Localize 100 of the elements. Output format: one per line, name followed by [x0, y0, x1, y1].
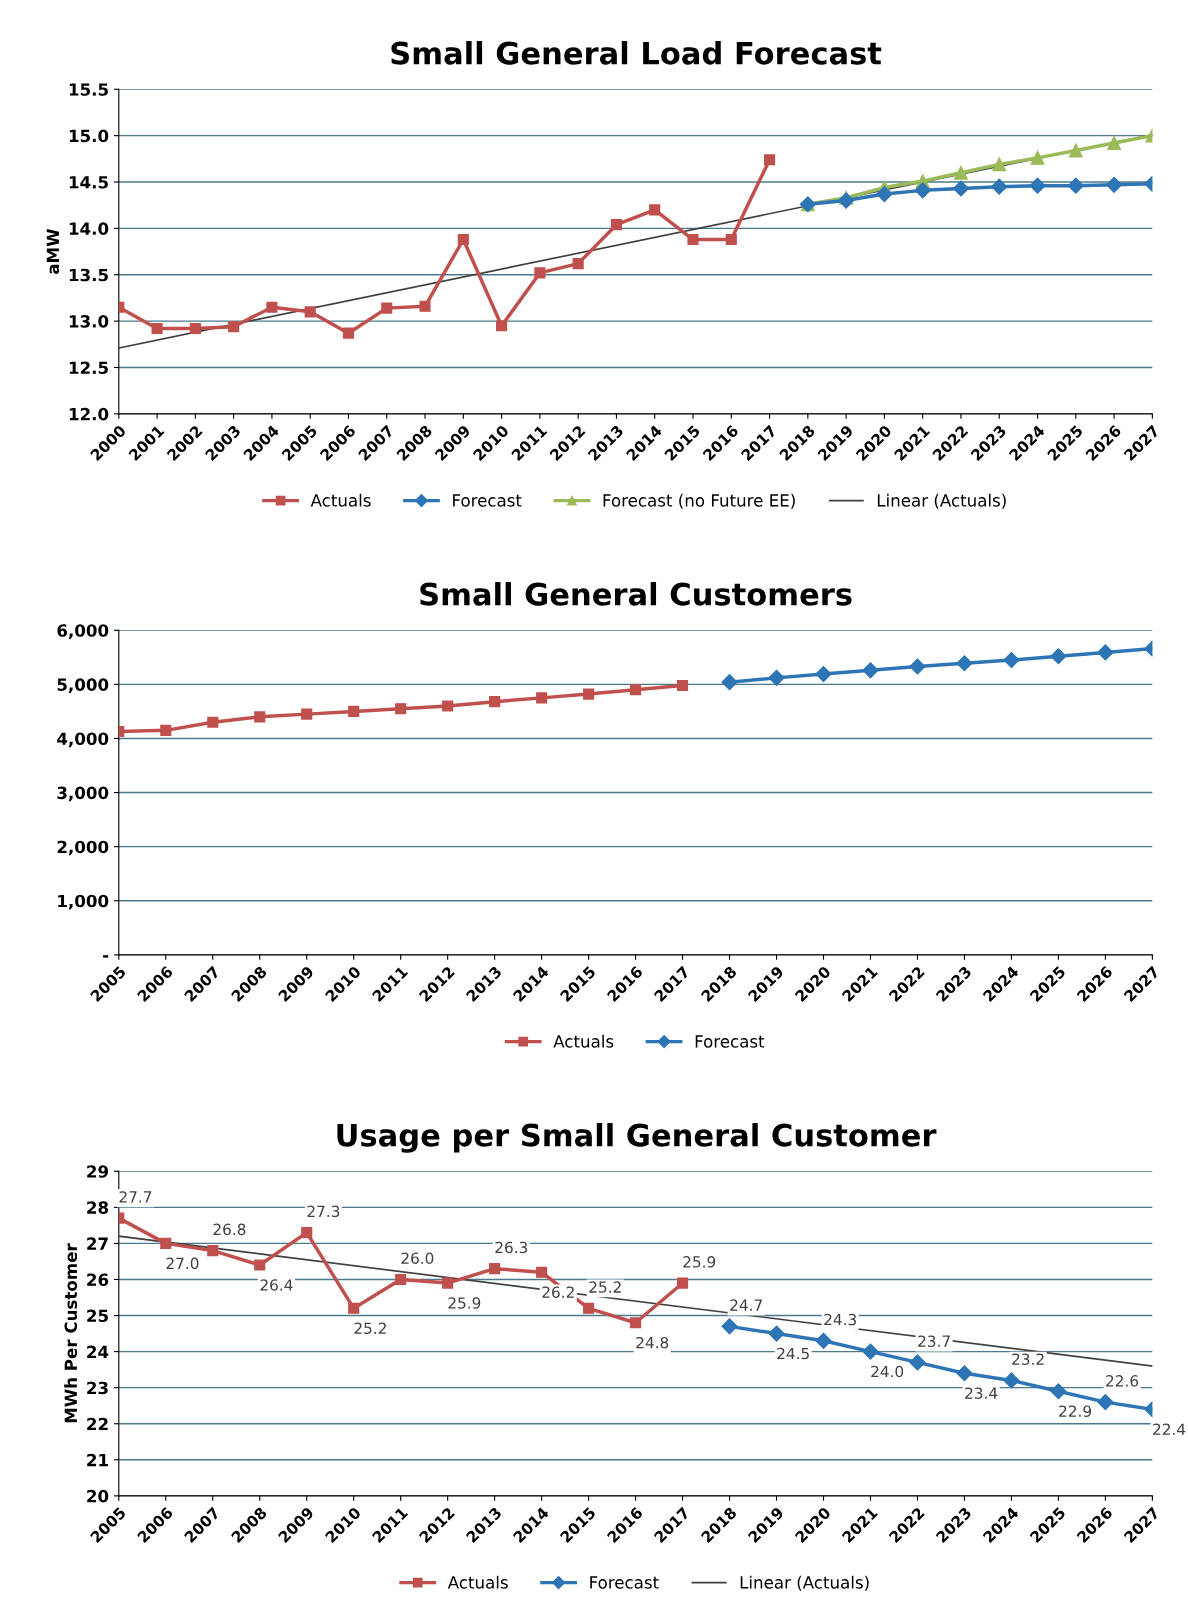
point — [442, 700, 454, 712]
point — [228, 321, 240, 333]
y-tick-label: 5,000 — [57, 678, 109, 694]
point — [583, 1302, 595, 1314]
legend-label: Forecast (no Future EE) — [603, 493, 795, 509]
y-tick-label: 22 — [87, 1417, 108, 1431]
y-tick-label: 15.5 — [69, 83, 108, 96]
point — [151, 322, 163, 335]
data-label: 24.0 — [871, 1365, 904, 1378]
data-label: 26.3 — [495, 1241, 528, 1254]
data-label: 26.0 — [401, 1252, 434, 1264]
data-label: 27.0 — [166, 1257, 199, 1270]
legend-label: Linear (Actuals) — [877, 493, 1006, 509]
point — [1067, 177, 1084, 194]
point — [952, 180, 970, 197]
point — [956, 655, 973, 672]
point — [721, 1318, 738, 1335]
point — [862, 1343, 879, 1360]
point — [442, 1277, 454, 1289]
point — [534, 267, 546, 279]
y-tick-label: 21 — [87, 1453, 108, 1467]
point — [536, 692, 548, 704]
data-label: 23.4 — [965, 1387, 998, 1399]
point — [909, 658, 926, 675]
y-tick-label: 23 — [87, 1381, 108, 1395]
data-label: 24.3 — [824, 1313, 856, 1326]
point — [610, 219, 622, 231]
point — [457, 233, 469, 246]
data-label: 27.7 — [119, 1191, 152, 1203]
point — [266, 301, 278, 313]
point — [862, 662, 879, 679]
y-axis-title: aMW — [46, 228, 60, 274]
point — [1030, 150, 1045, 165]
point — [630, 1317, 642, 1329]
point — [687, 233, 699, 246]
data-label: 22.4 — [1153, 1423, 1186, 1435]
legend-label: Actuals — [553, 1034, 614, 1048]
data-label: 25.9 — [448, 1297, 481, 1309]
chart-title: Usage per Small General Customer — [337, 1123, 937, 1153]
point — [342, 327, 355, 339]
legend-label: Actuals — [447, 1575, 508, 1589]
point — [207, 716, 219, 728]
point — [838, 192, 855, 209]
point — [649, 204, 661, 216]
point — [419, 300, 431, 312]
point — [725, 233, 737, 246]
point — [1068, 143, 1083, 158]
chart-title: Small General Customers — [420, 582, 852, 606]
point — [1097, 644, 1114, 661]
point — [764, 154, 776, 166]
data-label: 26.4 — [260, 1279, 293, 1291]
point — [992, 157, 1007, 172]
y-tick-label: 12.5 — [69, 361, 108, 375]
point — [1050, 1383, 1067, 1400]
point — [1050, 648, 1067, 665]
y-tick-label: 13.0 — [69, 315, 109, 328]
point — [301, 1227, 313, 1239]
data-label: 23.7 — [918, 1335, 950, 1347]
y-tick-label: 20 — [87, 1489, 109, 1503]
point — [954, 165, 968, 180]
data-label: 26.8 — [213, 1223, 246, 1236]
point — [395, 1273, 407, 1286]
point — [914, 182, 931, 199]
y-tick-label: 15.0 — [69, 129, 109, 143]
point — [909, 1354, 926, 1371]
data-label: 24.5 — [777, 1347, 809, 1360]
point — [677, 679, 689, 692]
point — [815, 1332, 832, 1349]
data-label: 22.9 — [1059, 1405, 1091, 1417]
data-label: 25.9 — [683, 1256, 716, 1268]
y-tick-label: 13.5 — [69, 268, 108, 282]
point — [348, 1302, 360, 1314]
point — [160, 1237, 172, 1249]
point — [1003, 1372, 1020, 1389]
y-tick-label: 1,000 — [58, 894, 109, 910]
point — [1097, 1394, 1114, 1411]
y-tick-label: 24 — [87, 1345, 109, 1358]
point — [721, 674, 738, 691]
point — [677, 1277, 689, 1289]
legend-label: Actuals — [310, 493, 371, 507]
point — [1029, 177, 1046, 194]
point — [815, 666, 832, 683]
point — [583, 688, 595, 700]
data-label: 27.3 — [307, 1205, 340, 1218]
legend-label: Forecast — [695, 1035, 765, 1048]
point — [1106, 176, 1123, 193]
data-label: 24.8 — [636, 1336, 669, 1349]
point — [1107, 136, 1122, 151]
y-tick-label: 25 — [87, 1309, 108, 1323]
point — [991, 178, 1008, 195]
y-tick-label: 3,000 — [57, 786, 109, 802]
y-tick-label: 27 — [87, 1237, 108, 1250]
point — [1003, 651, 1020, 669]
point — [572, 258, 584, 270]
point — [768, 669, 785, 686]
data-label: 22.6 — [1106, 1375, 1139, 1387]
data-label: 23.2 — [1012, 1353, 1044, 1365]
point — [630, 684, 642, 696]
y-axis-title: MWh Per Customer — [64, 1243, 78, 1423]
y-tick-label: 4,000 — [57, 732, 109, 748]
